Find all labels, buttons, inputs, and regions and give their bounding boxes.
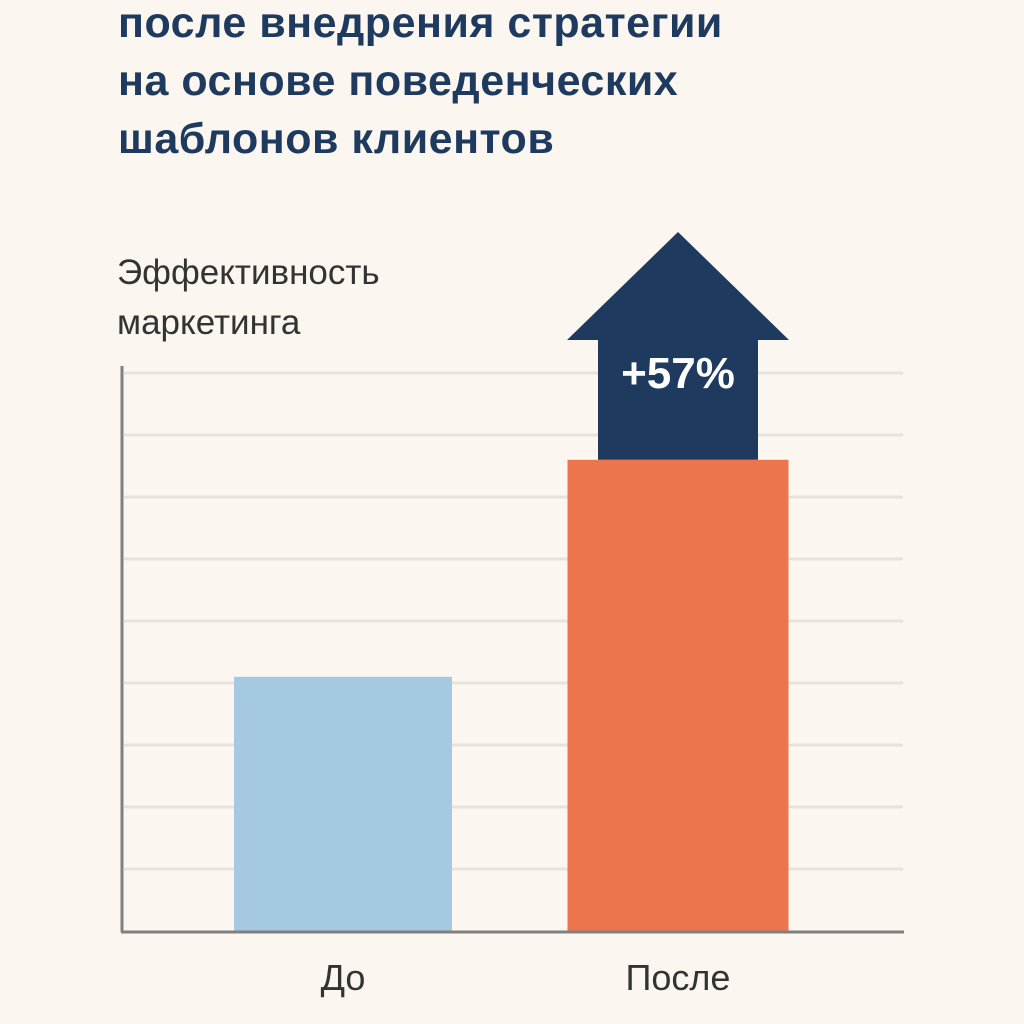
bar-2 (567, 459, 789, 931)
title-line-1: после внедрения стратегии (118, 0, 723, 47)
y-label-line-2: маркетинга (117, 303, 301, 342)
up-arrow-icon (567, 232, 789, 460)
x-tick-label: До (321, 957, 366, 998)
y-label-line-1: Эффективность (117, 253, 380, 292)
chart-title: после внедрения стратегии на основе пове… (118, 0, 723, 168)
x-tick-label: После (626, 957, 731, 998)
title-line-2: на основе поведенческих (118, 57, 679, 105)
y-axis-label: Эффективность маркетинга (117, 248, 380, 348)
title-line-3: шаблонов клиентов (118, 115, 555, 163)
growth-label: +57% (621, 349, 735, 398)
bar-1 (234, 676, 452, 931)
